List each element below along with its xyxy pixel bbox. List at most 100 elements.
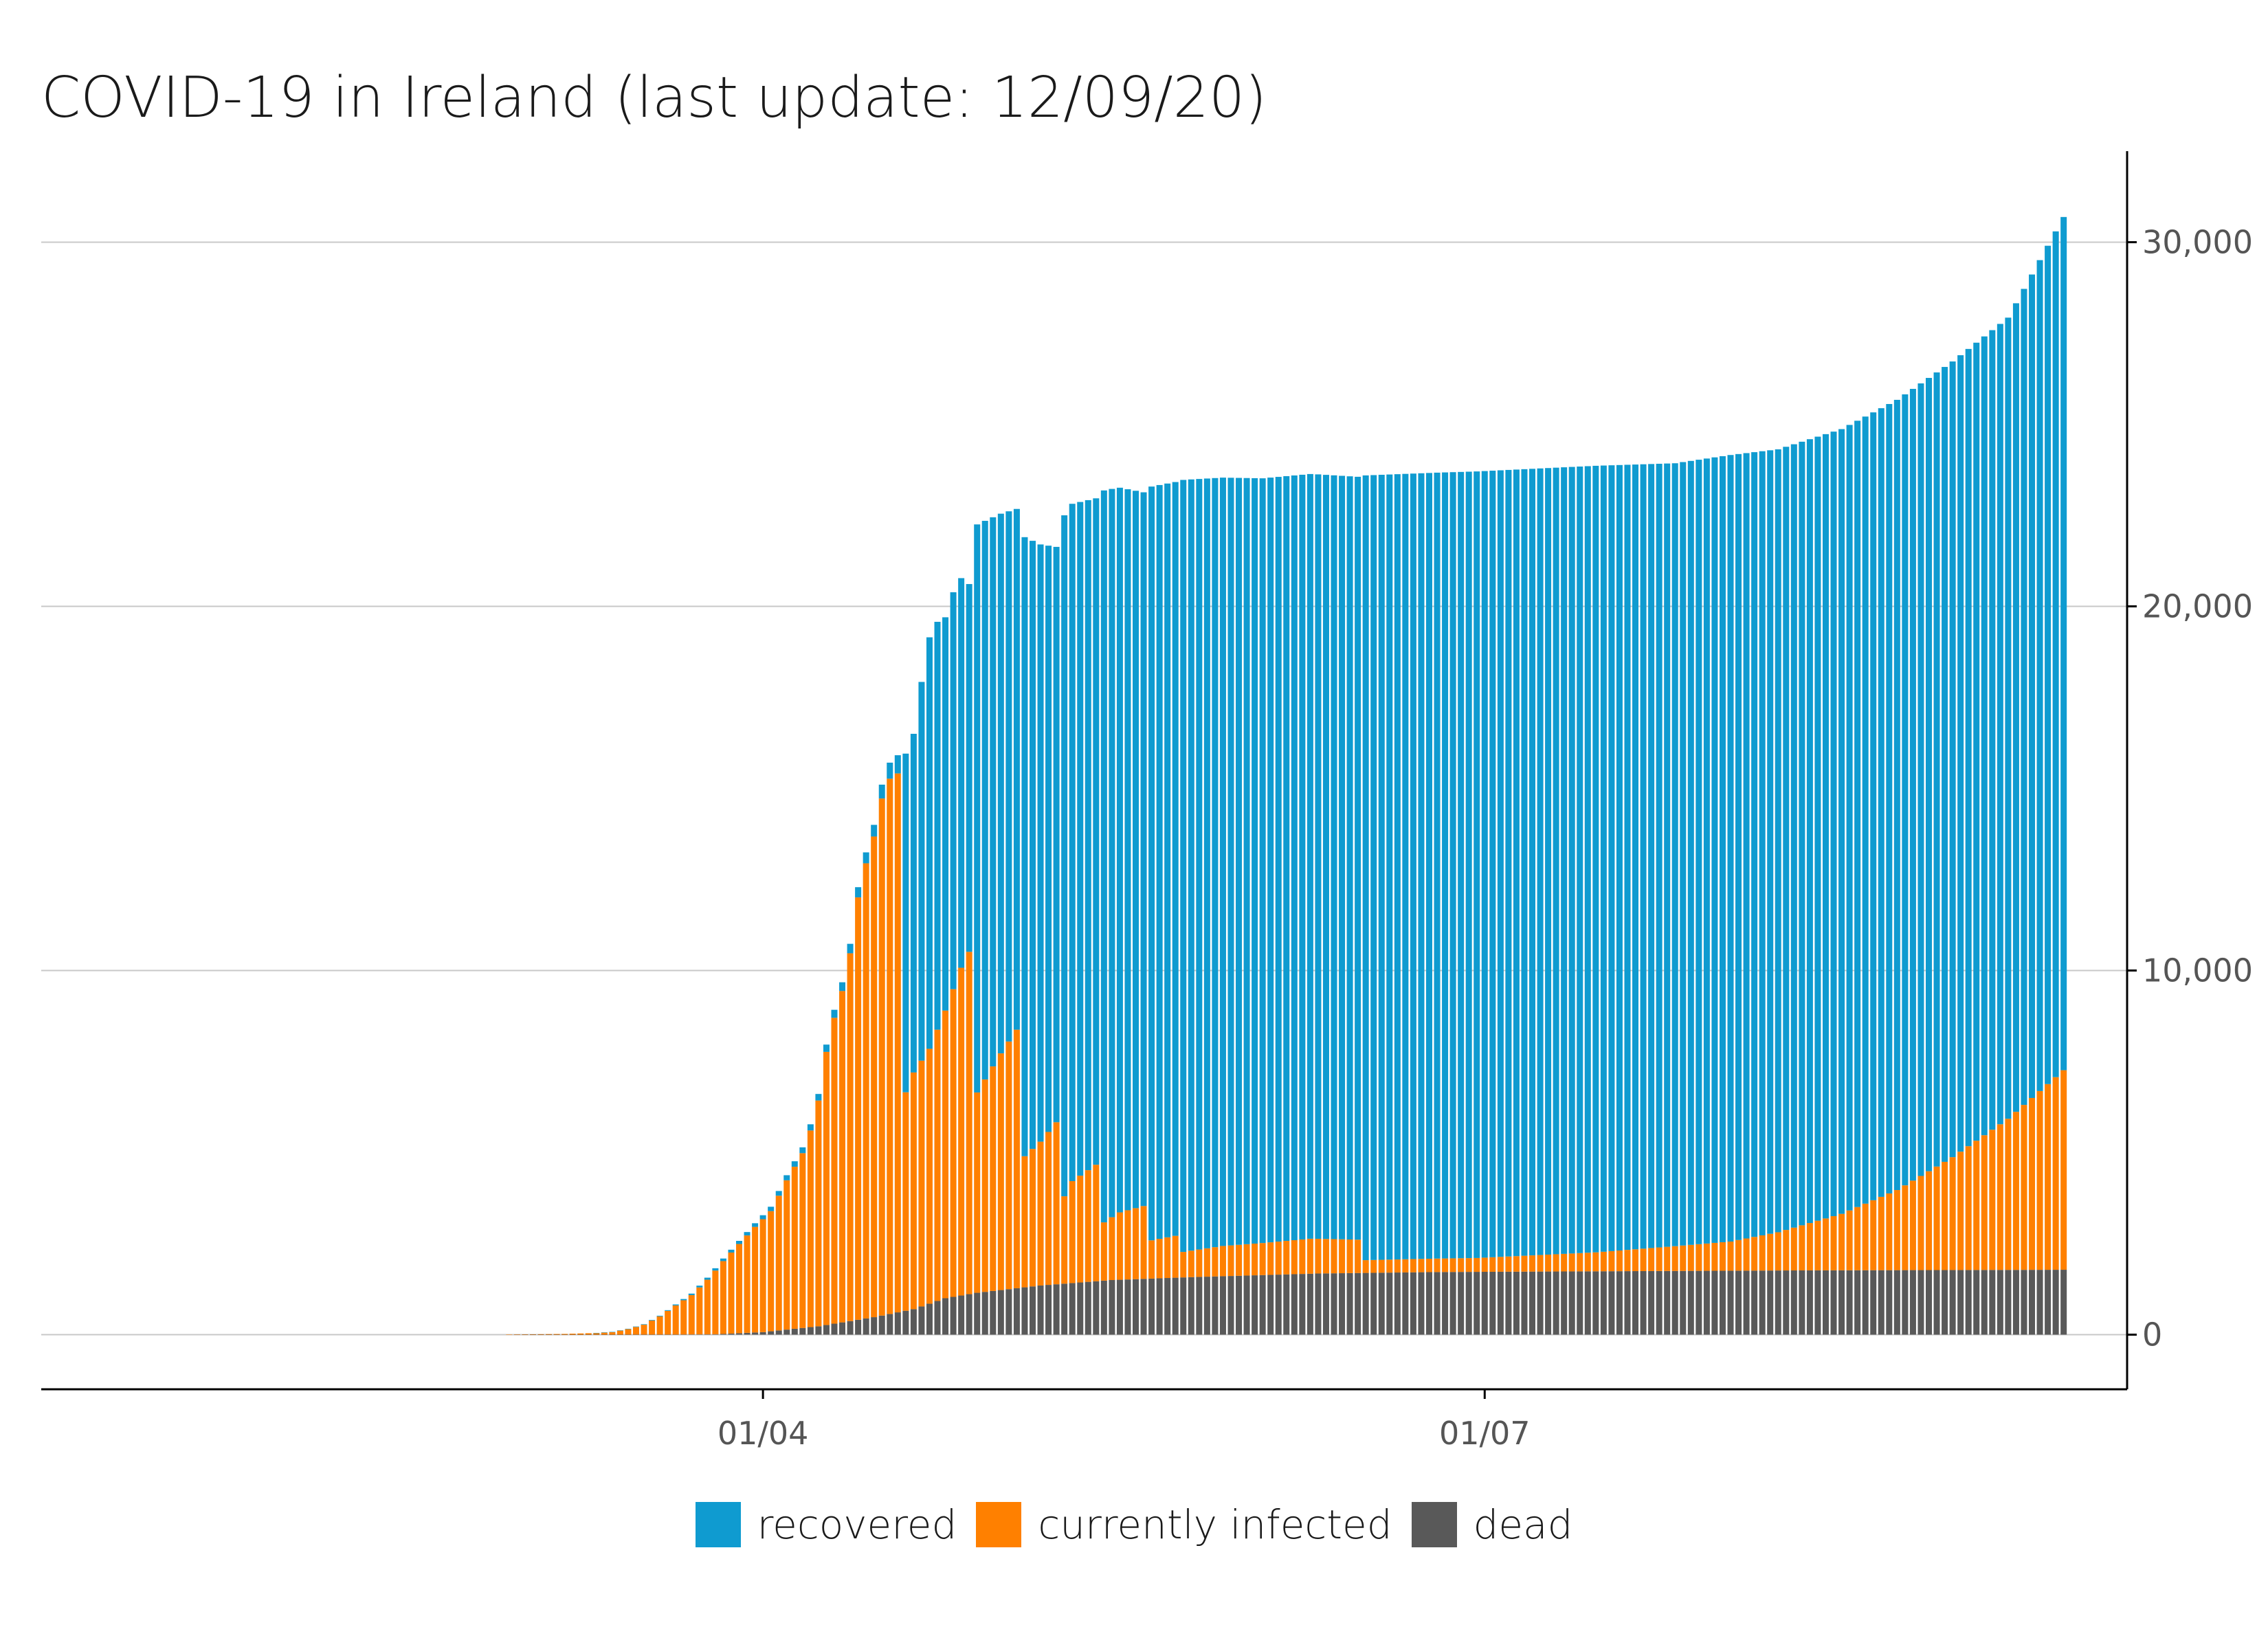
bar-infected-2020-04-11 (839, 991, 846, 1323)
bar-infected-2020-05-24 (1180, 1252, 1187, 1278)
bar-recovered-2020-07-27 (1687, 460, 1694, 1245)
bar-infected-2020-03-02 (522, 1334, 529, 1335)
bar-infected-2020-08-18 (1862, 1203, 1869, 1270)
bar-recovered-2020-03-23 (688, 1293, 695, 1295)
bar-infected-2020-09-07 (2021, 1105, 2027, 1270)
bar-recovered-2020-06-27 (1449, 472, 1456, 1259)
bar-dead-2020-05-27 (1203, 1277, 1210, 1335)
bar-series (506, 216, 2067, 1335)
bar-dead-2020-06-19 (1386, 1272, 1393, 1335)
bar-recovered-2020-07-26 (1680, 462, 1687, 1246)
bar-dead-2020-04-02 (768, 1331, 775, 1335)
bar-infected-2020-04-04 (783, 1180, 790, 1330)
bar-infected-2020-08-17 (1854, 1207, 1861, 1270)
bar-infected-2020-05-30 (1227, 1245, 1234, 1277)
bar-recovered-2020-04-15 (871, 824, 878, 837)
bar-infected-2020-04-10 (831, 1018, 838, 1324)
bar-recovered-2020-07-04 (1505, 469, 1512, 1257)
bar-infected-2020-07-16 (1600, 1251, 1607, 1272)
bar-dead-2020-03-13 (609, 1334, 616, 1335)
bar-dead-2020-07-05 (1513, 1271, 1520, 1335)
bar-dead-2020-04-10 (831, 1323, 838, 1335)
bar-infected-2020-04-13 (855, 897, 862, 1320)
bar-recovered-2020-05-20 (1148, 486, 1155, 1241)
bar-recovered-2020-07-21 (1640, 464, 1647, 1249)
bar-dead-2020-07-22 (1648, 1270, 1655, 1335)
bar-recovered-2020-08-17 (1854, 420, 1861, 1207)
bar-recovered-2020-04-30 (990, 517, 997, 1067)
bar-dead-2020-05-25 (1188, 1277, 1194, 1335)
bar-recovered-2020-06-22 (1410, 473, 1416, 1259)
bar-infected-2020-06-23 (1418, 1259, 1425, 1272)
bar-recovered-2020-08-23 (1902, 394, 1909, 1186)
bar-recovered-2020-07-25 (1671, 463, 1678, 1246)
bar-recovered-2020-04-24 (942, 617, 949, 1011)
bar-infected-2020-09-02 (1981, 1135, 1988, 1270)
bar-recovered-2020-06-30 (1474, 471, 1480, 1258)
bar-infected-2020-08-04 (1751, 1237, 1758, 1271)
chart-title: COVID-19 in Ireland (last update: 12/09/… (41, 65, 1267, 131)
bar-dead-2020-06-24 (1425, 1272, 1432, 1335)
bar-dead-2020-07-14 (1584, 1271, 1591, 1335)
bar-dead-2020-07-07 (1529, 1271, 1536, 1335)
bar-infected-2020-07-20 (1632, 1249, 1639, 1272)
bar-dead-2020-04-25 (950, 1297, 957, 1335)
bar-infected-2020-07-18 (1616, 1250, 1623, 1272)
tick-labels: 0 10,000 20,000 30,000 01/04 01/07 (718, 224, 2253, 1452)
bar-infected-2020-08-15 (1838, 1213, 1845, 1270)
bar-recovered-2020-08-31 (1965, 348, 1972, 1147)
bar-dead-2020-04-30 (990, 1290, 997, 1335)
bar-infected-2020-07-03 (1497, 1257, 1504, 1272)
bar-dead-2020-04-13 (855, 1319, 862, 1335)
bar-recovered-2020-07-01 (1481, 471, 1488, 1258)
bar-infected-2020-04-15 (871, 836, 878, 1318)
bar-infected-2020-07-31 (1719, 1242, 1726, 1271)
bar-infected-2020-07-13 (1577, 1253, 1583, 1272)
x-tick-label-01-07: 01/07 (1439, 1415, 1531, 1452)
bar-infected-2020-03-05 (546, 1334, 553, 1335)
bar-dead-2020-04-12 (847, 1321, 854, 1335)
bar-dead-2020-07-16 (1600, 1271, 1607, 1335)
bar-infected-2020-05-08 (1053, 1122, 1060, 1285)
bar-dead-2020-07-08 (1537, 1271, 1544, 1335)
bar-recovered-2020-08-16 (1846, 425, 1853, 1211)
bar-infected-2020-07-06 (1521, 1255, 1528, 1272)
bar-recovered-2020-06-19 (1386, 474, 1393, 1260)
bar-infected-2020-09-10 (2045, 1084, 2052, 1270)
bar-recovered-2020-06-15 (1355, 476, 1361, 1240)
bar-dead-2020-03-08 (569, 1334, 576, 1335)
bar-infected-2020-03-13 (609, 1332, 616, 1335)
legend-label-recovered: recovered (757, 1501, 957, 1548)
bar-recovered-2020-03-12 (601, 1332, 608, 1333)
bar-dead-2020-03-18 (649, 1334, 656, 1335)
bar-dead-2020-08-30 (1957, 1270, 1964, 1335)
bar-recovered-2020-04-10 (831, 1009, 838, 1018)
bar-infected-2020-08-26 (1926, 1171, 1932, 1270)
bar-infected-2020-06-14 (1346, 1239, 1353, 1273)
bar-dead-2020-06-16 (1362, 1272, 1369, 1335)
bar-recovered-2020-09-09 (2036, 260, 2043, 1091)
bar-dead-2020-04-21 (918, 1306, 925, 1335)
bar-dead-2020-04-09 (823, 1325, 830, 1335)
bar-infected-2020-05-19 (1140, 1206, 1147, 1279)
bar-dead-2020-05-23 (1172, 1277, 1179, 1335)
bar-infected-2020-03-24 (696, 1287, 703, 1335)
bar-dead-2020-04-17 (887, 1314, 893, 1335)
bar-recovered-2020-06-11 (1322, 475, 1329, 1239)
bar-infected-2020-03-22 (680, 1300, 687, 1335)
bar-recovered-2020-05-02 (1005, 511, 1012, 1042)
bar-dead-2020-06-04 (1267, 1275, 1274, 1335)
bar-dead-2020-06-15 (1355, 1272, 1361, 1335)
bar-dead-2020-03-03 (529, 1334, 536, 1335)
bar-recovered-2020-07-14 (1584, 466, 1591, 1253)
bar-dead-2020-05-26 (1196, 1277, 1203, 1335)
bar-recovered-2020-04-02 (768, 1207, 775, 1211)
bar-dead-2020-08-20 (1878, 1270, 1885, 1335)
bar-dead-2020-05-19 (1140, 1279, 1147, 1335)
bar-dead-2020-04-14 (863, 1318, 869, 1335)
bar-dead-2020-05-02 (1005, 1289, 1012, 1335)
bar-infected-2020-06-07 (1291, 1239, 1298, 1275)
bar-recovered-2020-04-23 (934, 622, 941, 1030)
bar-infected-2020-04-07 (807, 1130, 814, 1327)
legend: recovered currently infected dead (0, 1501, 2268, 1548)
